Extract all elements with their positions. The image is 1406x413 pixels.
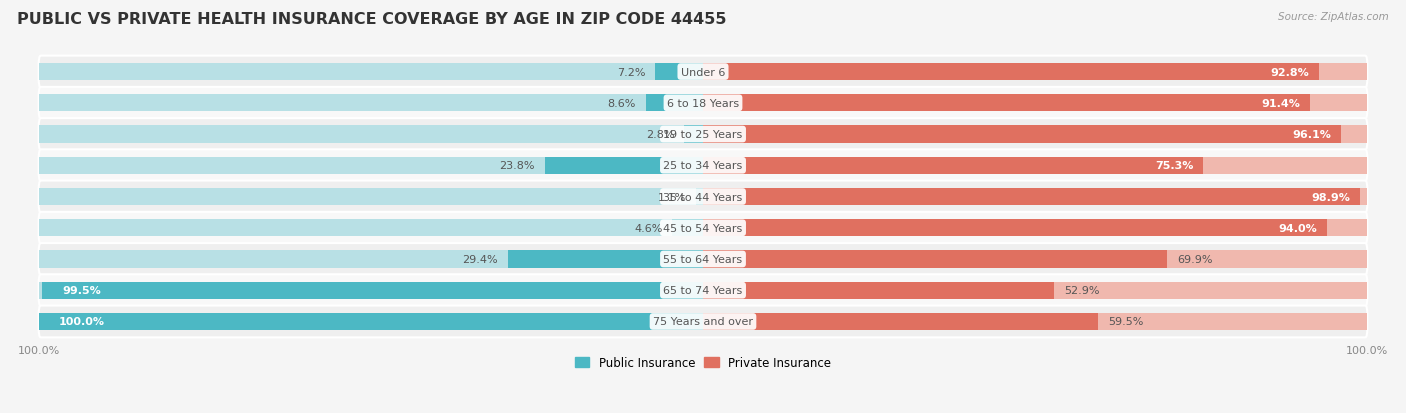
Bar bbox=[703, 188, 1367, 206]
Bar bbox=[655, 64, 703, 81]
Bar bbox=[703, 188, 1360, 206]
Bar bbox=[508, 251, 703, 268]
Text: 59.5%: 59.5% bbox=[1108, 317, 1143, 327]
Bar bbox=[39, 95, 703, 112]
FancyBboxPatch shape bbox=[38, 244, 1368, 275]
Bar bbox=[703, 251, 1167, 268]
Text: 94.0%: 94.0% bbox=[1278, 223, 1317, 233]
Text: Source: ZipAtlas.com: Source: ZipAtlas.com bbox=[1278, 12, 1389, 22]
Bar bbox=[39, 313, 703, 330]
FancyBboxPatch shape bbox=[38, 181, 1368, 213]
Text: 98.9%: 98.9% bbox=[1312, 192, 1350, 202]
FancyBboxPatch shape bbox=[38, 119, 1368, 151]
Bar bbox=[703, 95, 1310, 112]
FancyBboxPatch shape bbox=[38, 212, 1368, 244]
Bar bbox=[703, 157, 1204, 174]
Bar bbox=[39, 313, 703, 330]
Legend: Public Insurance, Private Insurance: Public Insurance, Private Insurance bbox=[571, 351, 835, 374]
Bar bbox=[39, 64, 703, 81]
Text: 100.0%: 100.0% bbox=[59, 317, 104, 327]
Text: Under 6: Under 6 bbox=[681, 67, 725, 77]
Text: 55 to 64 Years: 55 to 64 Years bbox=[664, 254, 742, 264]
Bar bbox=[703, 220, 1327, 237]
Text: PUBLIC VS PRIVATE HEALTH INSURANCE COVERAGE BY AGE IN ZIP CODE 44455: PUBLIC VS PRIVATE HEALTH INSURANCE COVER… bbox=[17, 12, 727, 27]
Bar bbox=[703, 251, 1367, 268]
FancyBboxPatch shape bbox=[38, 57, 1368, 88]
Bar bbox=[39, 126, 703, 143]
Bar bbox=[39, 282, 703, 299]
Bar bbox=[703, 282, 1054, 299]
Text: 6 to 18 Years: 6 to 18 Years bbox=[666, 99, 740, 109]
Text: 92.8%: 92.8% bbox=[1271, 67, 1309, 77]
FancyBboxPatch shape bbox=[38, 88, 1368, 119]
Text: 8.6%: 8.6% bbox=[607, 99, 636, 109]
Text: 25 to 34 Years: 25 to 34 Years bbox=[664, 161, 742, 171]
Text: 91.4%: 91.4% bbox=[1261, 99, 1301, 109]
FancyBboxPatch shape bbox=[38, 306, 1368, 337]
Bar bbox=[703, 126, 1367, 143]
Bar bbox=[703, 95, 1367, 112]
Text: 65 to 74 Years: 65 to 74 Years bbox=[664, 285, 742, 296]
Text: 19 to 25 Years: 19 to 25 Years bbox=[664, 130, 742, 140]
Bar bbox=[39, 188, 703, 206]
Text: 29.4%: 29.4% bbox=[463, 254, 498, 264]
Text: 23.8%: 23.8% bbox=[499, 161, 534, 171]
Bar bbox=[685, 126, 703, 143]
Bar bbox=[39, 220, 703, 237]
FancyBboxPatch shape bbox=[38, 275, 1368, 306]
Text: 75 Years and over: 75 Years and over bbox=[652, 317, 754, 327]
Bar bbox=[703, 126, 1341, 143]
Bar bbox=[39, 157, 703, 174]
Bar bbox=[703, 220, 1367, 237]
Text: 7.2%: 7.2% bbox=[617, 67, 645, 77]
Text: 45 to 54 Years: 45 to 54 Years bbox=[664, 223, 742, 233]
Text: 35 to 44 Years: 35 to 44 Years bbox=[664, 192, 742, 202]
Bar bbox=[703, 64, 1319, 81]
Bar bbox=[645, 95, 703, 112]
Text: 2.8%: 2.8% bbox=[645, 130, 675, 140]
Bar bbox=[703, 64, 1367, 81]
Text: 4.6%: 4.6% bbox=[634, 223, 662, 233]
Text: 99.5%: 99.5% bbox=[62, 285, 101, 296]
Bar bbox=[703, 313, 1367, 330]
Bar bbox=[42, 282, 703, 299]
Bar bbox=[703, 157, 1367, 174]
Text: 96.1%: 96.1% bbox=[1292, 130, 1331, 140]
Bar bbox=[546, 157, 703, 174]
Text: 1.1%: 1.1% bbox=[658, 192, 686, 202]
Bar bbox=[703, 282, 1367, 299]
Text: 69.9%: 69.9% bbox=[1177, 254, 1213, 264]
Text: 75.3%: 75.3% bbox=[1154, 161, 1194, 171]
FancyBboxPatch shape bbox=[38, 150, 1368, 182]
Bar bbox=[672, 220, 703, 237]
Bar bbox=[39, 251, 703, 268]
Text: 52.9%: 52.9% bbox=[1064, 285, 1099, 296]
Bar bbox=[696, 188, 703, 206]
Bar bbox=[703, 313, 1098, 330]
